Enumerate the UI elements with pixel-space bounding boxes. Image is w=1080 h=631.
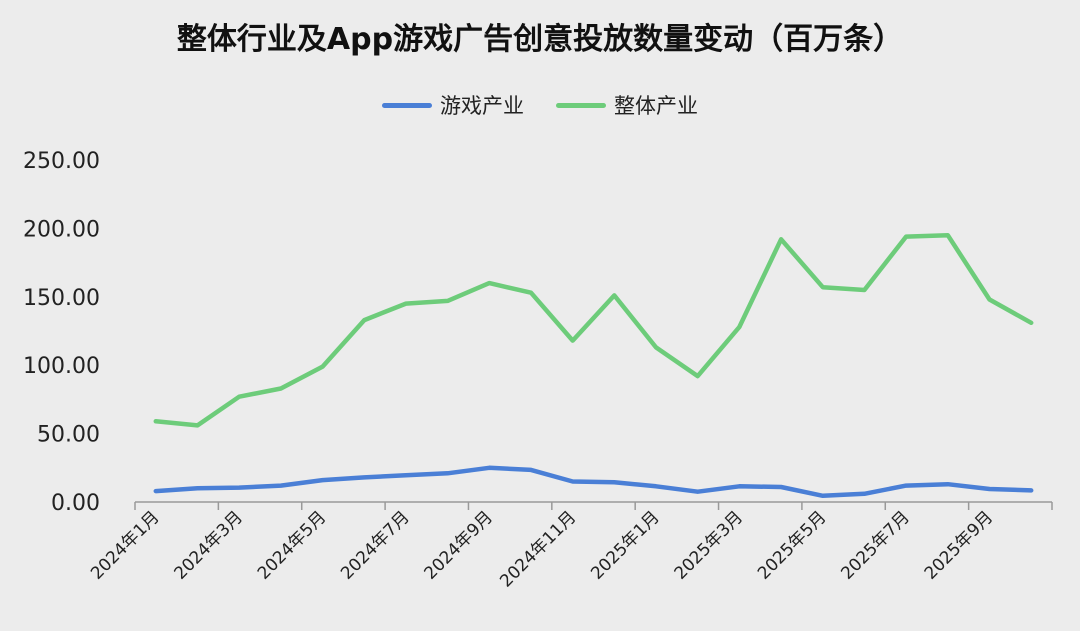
y-tick-label: 0.00 <box>51 491 100 516</box>
x-tick-label: 2025年9月 <box>921 507 997 583</box>
x-tick-label: 2025年3月 <box>671 507 747 583</box>
legend-item-game: 游戏产业 <box>382 90 524 120</box>
series-line-overall <box>153 232 1034 428</box>
legend-label-game: 游戏产业 <box>440 94 524 118</box>
x-tick-label: 2024年3月 <box>170 507 246 583</box>
x-tick-label: 2024年11月 <box>496 507 580 591</box>
x-tick-label: 2024年9月 <box>421 507 497 583</box>
y-tick-label: 50.00 <box>37 423 100 448</box>
x-tick-label: 2025年5月 <box>754 507 830 583</box>
x-tick-label: 2025年1月 <box>587 507 663 583</box>
legend-label-overall: 整体产业 <box>614 94 698 118</box>
legend: 游戏产业 整体产业 <box>0 90 1080 120</box>
y-tick-label: 200.00 <box>23 217 100 242</box>
x-tick-label: 2024年7月 <box>337 507 413 583</box>
y-tick-label: 100.00 <box>23 354 100 379</box>
x-tick-label: 2025年7月 <box>837 507 913 583</box>
legend-item-overall: 整体产业 <box>556 90 698 120</box>
series-line-game <box>153 465 1034 499</box>
x-tick-label: 2024年1月 <box>87 507 163 583</box>
y-tick-label: 150.00 <box>23 286 100 311</box>
legend-swatch-overall <box>556 102 606 108</box>
x-tick-label: 2024年5月 <box>254 507 330 583</box>
legend-swatch-game <box>382 102 432 108</box>
chart-title: 整体行业及App游戏广告创意投放数量变动（百万条） <box>176 22 904 57</box>
y-tick-label: 250.00 <box>23 149 100 174</box>
